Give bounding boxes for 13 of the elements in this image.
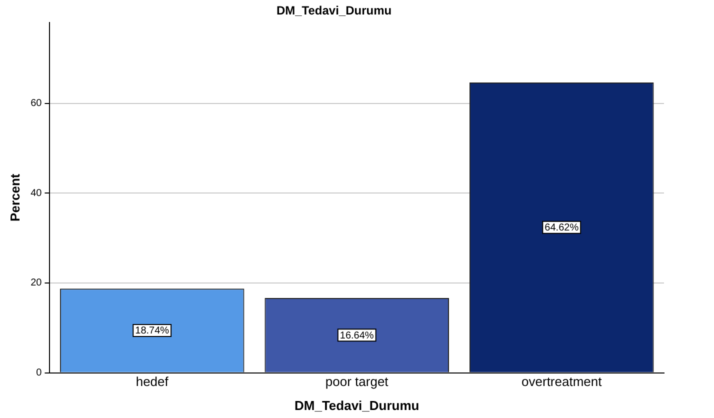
chart-title: DM_Tedavi_Durumu: [276, 4, 392, 18]
x-tick-label: poor target: [325, 374, 389, 390]
data-label: 18.74%: [135, 326, 170, 337]
x-axis-title: DM_Tedavi_Durumu: [294, 398, 420, 413]
y-tick-label: 60: [30, 98, 42, 110]
y-axis-title: Percent: [7, 173, 22, 222]
x-tick-label: hedef: [136, 374, 169, 390]
data-label: 16.64%: [340, 330, 374, 342]
data-label: 64.62%: [544, 222, 579, 234]
y-tick-label: 40: [30, 188, 42, 199]
y-tick-label: 0: [36, 368, 42, 379]
x-tick-label: overtreatment: [522, 374, 602, 390]
y-tick-label: 20: [30, 278, 42, 289]
